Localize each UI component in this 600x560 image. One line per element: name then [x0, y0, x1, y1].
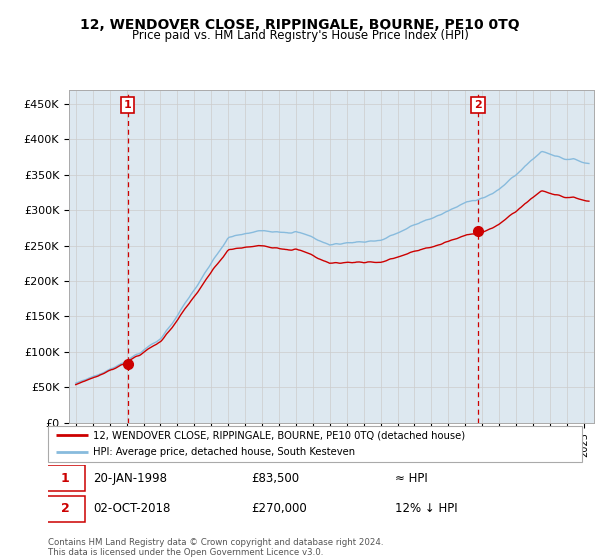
FancyBboxPatch shape: [48, 426, 582, 462]
FancyBboxPatch shape: [46, 465, 85, 491]
Text: 1: 1: [61, 472, 70, 485]
Text: Price paid vs. HM Land Registry's House Price Index (HPI): Price paid vs. HM Land Registry's House …: [131, 29, 469, 42]
Text: 2: 2: [474, 100, 482, 110]
Text: 02-OCT-2018: 02-OCT-2018: [94, 502, 171, 515]
FancyBboxPatch shape: [46, 496, 85, 522]
Text: ≈ HPI: ≈ HPI: [395, 472, 428, 485]
Text: HPI: Average price, detached house, South Kesteven: HPI: Average price, detached house, Sout…: [94, 447, 356, 457]
Text: Contains HM Land Registry data © Crown copyright and database right 2024.
This d: Contains HM Land Registry data © Crown c…: [48, 538, 383, 557]
Text: 12, WENDOVER CLOSE, RIPPINGALE, BOURNE, PE10 0TQ (detached house): 12, WENDOVER CLOSE, RIPPINGALE, BOURNE, …: [94, 431, 466, 440]
Text: £83,500: £83,500: [251, 472, 299, 485]
Text: 1: 1: [124, 100, 131, 110]
Text: 20-JAN-1998: 20-JAN-1998: [94, 472, 167, 485]
Text: £270,000: £270,000: [251, 502, 307, 515]
Text: 12% ↓ HPI: 12% ↓ HPI: [395, 502, 458, 515]
Text: 12, WENDOVER CLOSE, RIPPINGALE, BOURNE, PE10 0TQ: 12, WENDOVER CLOSE, RIPPINGALE, BOURNE, …: [80, 18, 520, 32]
Text: 2: 2: [61, 502, 70, 515]
